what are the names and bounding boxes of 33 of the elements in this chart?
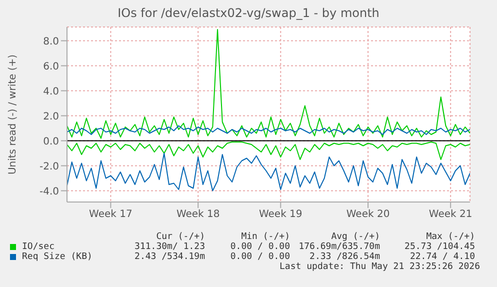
text: 311.30m/ 1.23	[134, 242, 205, 252]
text: 0.00 / 0.00	[229, 252, 290, 262]
y-tick-label: -2.0	[39, 161, 59, 172]
x-tick-label: Week 20	[346, 209, 390, 220]
text: Last update: Thu May 21 23:25:26 2026	[278, 262, 481, 272]
text: 176.69m/635.70m	[298, 242, 380, 252]
text: 2.43 /534.19m	[134, 252, 205, 262]
x-tick-label: Week 17	[89, 209, 132, 220]
text: 0.00 / 0.00	[229, 242, 290, 252]
legend-label: IO/sec	[21, 242, 56, 252]
line-series	[67, 152, 470, 192]
line-series	[67, 29, 470, 139]
y-tick-label: 2.0	[43, 111, 59, 122]
text: Cur (-/+)	[155, 232, 205, 242]
x-tick-label: Week 18	[176, 209, 220, 220]
line-series	[67, 142, 470, 160]
y-tick-label: 0.0	[43, 136, 59, 148]
text: Max (-/+)	[425, 232, 475, 242]
y-tick-label: -4.0	[39, 186, 59, 198]
text: 22.74 / 4.10	[408, 252, 475, 262]
text: Avg (-/+)	[330, 232, 380, 242]
text: 2.33 /826.54m	[308, 252, 380, 262]
legend-label: Req Size (KB)	[21, 252, 94, 262]
y-axis-title: Units read (-) / write (+)	[8, 54, 19, 175]
x-tick-label: Week 19	[258, 209, 302, 220]
y-tick-label: 6.0	[43, 61, 59, 72]
y-tick-label: 4.0	[43, 86, 59, 98]
x-tick-label: Week 21	[428, 209, 472, 220]
chart-title: IOs for /dev/elastx02-vg/swap_1 - by month	[116, 6, 380, 20]
line-series	[67, 125, 470, 135]
text: Min (-/+)	[240, 232, 290, 242]
y-tick-label: 8.0	[43, 36, 59, 48]
text: 25.73 /104.45	[404, 242, 475, 252]
